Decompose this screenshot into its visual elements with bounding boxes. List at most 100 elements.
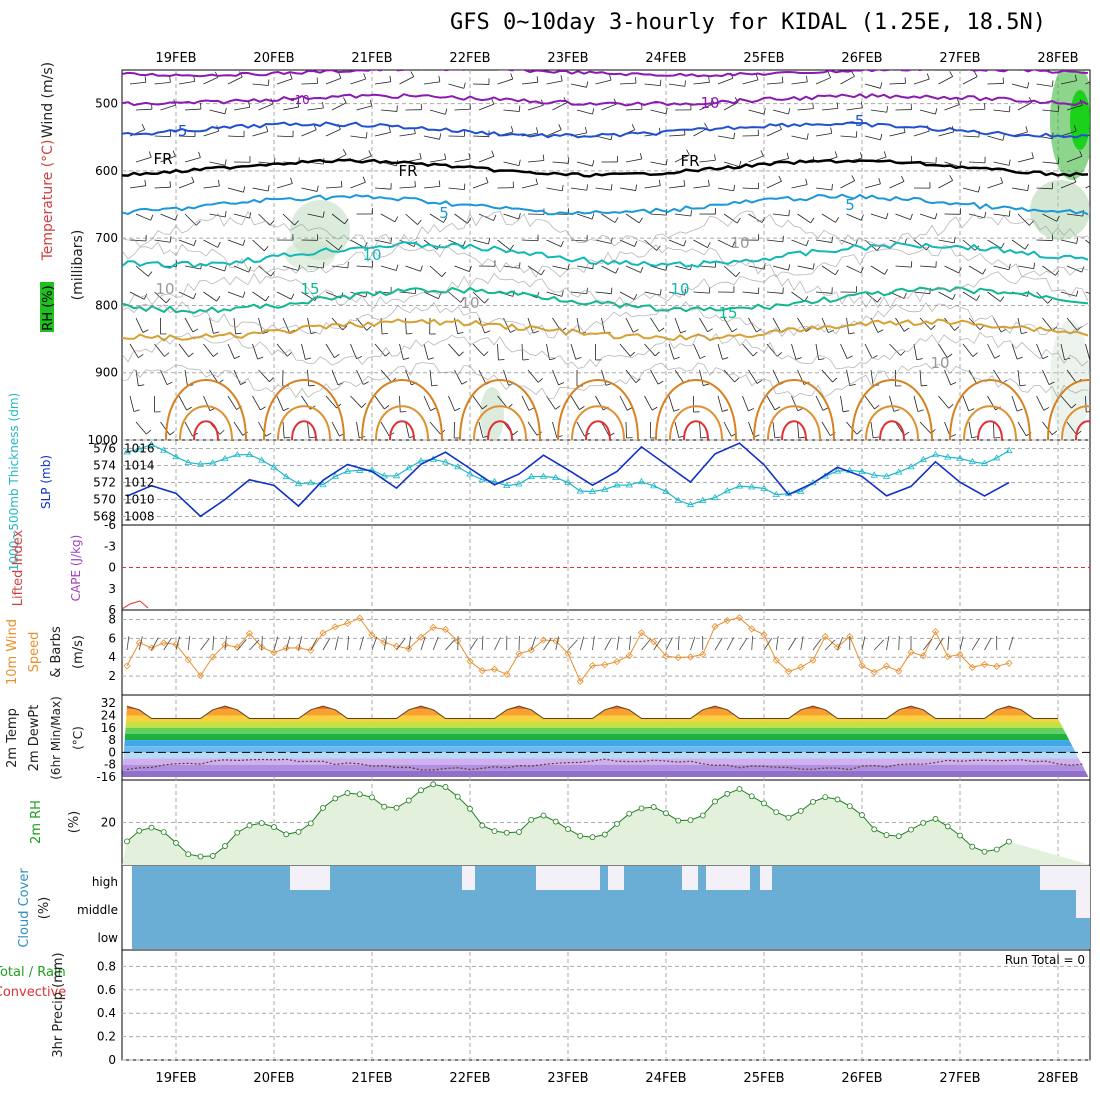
wind-barb-flag	[665, 107, 668, 114]
wind-barb-flag	[1021, 331, 1028, 335]
wind-barb-flag	[828, 329, 834, 334]
wind-barb-flag	[812, 102, 814, 109]
thickness-marker	[196, 460, 205, 467]
wind-barb	[699, 317, 708, 333]
wind-barb	[380, 317, 383, 334]
wind10-barb	[567, 639, 578, 651]
wind-barb	[889, 132, 906, 137]
wind-barb	[160, 213, 176, 221]
contour-label: -5	[850, 112, 865, 130]
wind-barb	[129, 81, 146, 85]
wind-barb	[350, 343, 357, 359]
wind-barb	[399, 186, 416, 189]
wind10-barb	[812, 638, 822, 651]
rh-marker	[258, 820, 265, 826]
wind-barb-flag	[930, 325, 936, 330]
rh-marker	[185, 851, 192, 858]
wind-barb-flag	[165, 298, 171, 304]
wind-barb-flag	[731, 328, 738, 333]
wind-barb-flag	[469, 265, 472, 272]
wind-barb	[503, 161, 520, 166]
wind-barb	[503, 213, 519, 220]
wind-barb-flag	[482, 405, 488, 410]
wind-barb-flag	[340, 180, 343, 187]
wind-barb-flag	[958, 267, 962, 274]
wind-barb-flag	[218, 180, 220, 187]
wind-barb	[1092, 422, 1097, 437]
wind-barb	[1060, 181, 1077, 189]
wind-barb	[748, 109, 765, 115]
wind-barb	[135, 213, 151, 221]
wind-tick: 2	[108, 669, 116, 683]
wind10-label-3: & Barbs	[49, 626, 64, 678]
wind-barb	[154, 291, 167, 304]
wind-barb-flag	[308, 384, 315, 387]
wind-barb-flag	[528, 407, 535, 411]
rh-marker	[479, 822, 486, 829]
wind-barb-flag	[257, 356, 264, 360]
rh-marker	[932, 816, 939, 822]
temp-contour-warm	[263, 379, 345, 440]
wind-barb	[791, 291, 805, 302]
slp-thickness-panel	[123, 440, 1013, 518]
wind-barb	[331, 369, 339, 386]
rh-marker	[234, 829, 241, 836]
wind-barb	[870, 265, 885, 275]
axis-ticks: 19FEB 19FEB 20FEB 20FEB 21FEB 21FEB 22FEB 22FEB…	[77, 51, 1079, 1086]
wind-barb-flag	[567, 263, 570, 270]
wind-barb-flag	[438, 75, 441, 82]
wind-barb	[1011, 395, 1018, 412]
wind-barb	[797, 265, 814, 270]
wind-speed-marker	[980, 660, 989, 668]
wind-barb	[723, 421, 732, 437]
temp-contour-warm	[655, 379, 737, 440]
wind-barb	[423, 291, 439, 300]
wind-barb	[766, 291, 783, 294]
rh-marker	[626, 810, 633, 817]
rh-marker	[393, 804, 400, 811]
wind-barb-flag	[263, 246, 269, 252]
wind-barb	[821, 213, 836, 223]
day-label-bottom: 21FEB	[351, 1071, 392, 1086]
thickness-marker	[147, 440, 156, 448]
wind-barb-flag	[235, 332, 242, 335]
temp-contour-warm	[949, 379, 1031, 440]
wind-barb-flag	[334, 354, 340, 358]
wind-barb	[895, 265, 912, 268]
wind-barb	[374, 131, 391, 137]
wind-barb	[913, 343, 918, 360]
wind-barb	[650, 213, 667, 216]
wind-barb-flag	[760, 150, 764, 157]
wind-barb	[331, 213, 345, 225]
wind-barb	[772, 213, 789, 217]
wind-barb-flag	[836, 102, 839, 109]
rh-contour	[122, 241, 1089, 278]
wind-barb	[944, 369, 951, 385]
wind-barb	[797, 213, 812, 224]
wind-barb-flag	[848, 332, 855, 335]
wind-barb	[325, 77, 342, 85]
wind-barb	[987, 182, 1003, 189]
wind-speed-marker	[417, 633, 425, 641]
wind-barb	[546, 239, 562, 248]
wind-barb	[821, 369, 833, 383]
wind10-barb	[187, 636, 191, 651]
wind-barb-flag	[722, 357, 729, 360]
wind-barb-flag	[164, 352, 170, 357]
cloud-cover-panel	[132, 866, 1090, 949]
rh-marker	[797, 808, 804, 814]
cloud-clear	[462, 866, 475, 890]
wind-barb	[938, 343, 948, 358]
wind-speed-marker	[858, 662, 866, 670]
wind-barb	[772, 369, 781, 385]
thickness-marker	[931, 450, 940, 458]
wind-barb-flag	[1073, 176, 1077, 183]
wind-barb	[1060, 343, 1065, 360]
wind-barb-flag	[683, 240, 687, 247]
wind-barb	[454, 265, 470, 272]
wind-barb	[723, 369, 735, 383]
wind10-barb	[971, 637, 980, 651]
wind-barb-flag	[900, 350, 906, 356]
cloud-clear	[1040, 866, 1090, 890]
